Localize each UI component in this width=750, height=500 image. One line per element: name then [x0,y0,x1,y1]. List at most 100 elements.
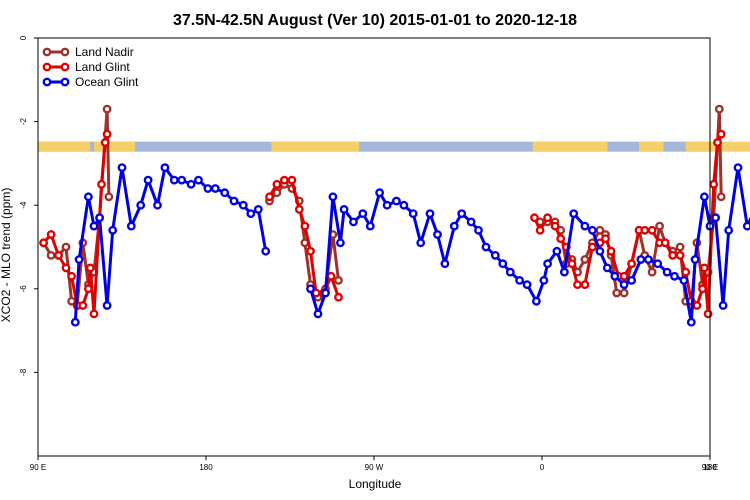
point-ocean-glint-34 [375,188,384,198]
point-land-glint-24 [530,213,539,223]
point-ocean-glint-29 [335,238,345,248]
point-land-glint-42 [647,225,657,235]
land-ocean-mask [38,141,750,152]
point-land-glint-27 [550,221,560,231]
point-ocean-glint-79 [733,163,743,173]
x-tick-label-1: 180 [199,463,213,472]
point-land-glint-12 [102,129,112,139]
point-ocean-glint-53 [532,296,541,306]
point-ocean-glint-21 [238,200,248,210]
point-land-glint-47 [681,267,691,277]
point-ocean-glint-26 [313,309,323,319]
legend-marker-left-ocean-glint [42,77,52,87]
point-ocean-glint-5 [102,301,112,310]
point-land-glint-10 [97,179,106,189]
point-land-glint-0 [39,238,48,248]
point-ocean-glint-13 [169,175,179,185]
point-ocean-glint-49 [498,259,508,269]
land-band-1 [94,141,136,152]
point-land-nadir-51 [714,104,724,114]
point-ocean-glint-2 [84,192,93,202]
point-ocean-glint-30 [339,204,349,214]
series-land-glint [39,129,726,319]
point-land-glint-28 [556,234,566,244]
point-ocean-glint-25 [306,284,315,294]
point-land-glint-31 [573,280,582,289]
point-ocean-glint-35 [382,200,392,210]
point-ocean-glint-48 [490,250,500,260]
point-land-glint-38 [619,271,629,281]
point-ocean-glint-10 [143,175,153,185]
point-ocean-glint-57 [560,267,569,277]
point-ocean-glint-59 [580,221,590,231]
point-ocean-glint-24 [261,246,271,256]
point-ocean-glint-20 [229,196,239,206]
legend-item-land-nadir: Land Nadir [42,45,134,59]
point-land-nadir-3 [61,242,71,252]
x-tick-label-5: 180 [703,463,717,472]
point-ocean-glint-27 [321,288,330,298]
legend-label-ocean-glint: Ocean Glint [75,75,139,89]
point-land-glint-13 [265,192,274,202]
point-ocean-glint-80 [742,221,750,231]
point-land-glint-1 [46,230,56,239]
point-land-nadir-11 [104,192,114,202]
point-ocean-glint-73 [690,255,700,264]
point-land-glint-41 [640,225,650,235]
point-ocean-glint-43 [449,221,459,231]
point-ocean-glint-52 [522,280,532,289]
point-ocean-glint-77 [718,301,728,310]
point-land-glint-44 [660,238,670,248]
land-band-3 [532,141,608,152]
point-ocean-glint-60 [588,225,597,235]
y-axis: 0 -2 -4 -6 -8 [19,35,38,376]
point-land-glint-46 [675,250,685,260]
point-ocean-glint-9 [136,200,146,210]
point-land-glint-30 [567,259,577,269]
x-tick-label-3: 0 [540,463,545,472]
point-ocean-glint-63 [610,271,620,281]
y-tick-label-0: 0 [19,35,28,40]
point-land-nadir-13 [272,188,282,198]
point-land-glint-26 [543,213,552,223]
y-tick-label-1: -2 [19,117,28,125]
point-ocean-glint-4 [95,213,105,223]
series-ocean-glint [70,163,750,327]
point-land-glint-51 [700,263,709,273]
series-line-land-glint [42,133,723,316]
point-land-nadir-40 [647,267,657,277]
point-ocean-glint-1 [74,255,84,264]
legend-marker-right-land-glint [60,62,70,72]
point-land-nadir-36 [619,288,629,298]
point-land-glint-17 [294,204,304,214]
point-ocean-glint-14 [177,175,187,185]
point-ocean-glint-55 [543,259,552,269]
point-land-glint-39 [627,259,636,269]
point-ocean-glint-41 [433,230,442,239]
point-land-glint-25 [535,225,545,235]
point-ocean-glint-17 [203,184,213,193]
point-ocean-glint-0 [70,317,80,327]
point-land-glint-36 [606,246,616,256]
point-land-glint-3 [61,263,71,273]
point-ocean-glint-76 [711,213,720,223]
y-tick-label-3: -6 [19,285,28,293]
point-land-nadir-35 [612,288,622,298]
point-ocean-glint-74 [700,192,709,202]
chart-title: 37.5N-42.5N August (Ver 10) 2015-01-01 t… [173,12,577,29]
legend-marker-left-land-nadir [42,47,52,57]
point-land-glint-15 [279,175,289,185]
point-ocean-glint-23 [253,204,263,214]
point-land-glint-4 [67,271,77,281]
point-land-glint-8 [85,263,95,273]
point-ocean-glint-50 [505,267,515,277]
point-ocean-glint-6 [108,225,118,235]
legend-marker-right-land-nadir [60,47,70,57]
point-land-glint-19 [306,246,315,256]
series-line-ocean-glint [73,166,750,324]
point-ocean-glint-64 [619,280,629,289]
point-ocean-glint-78 [724,225,734,235]
point-land-nadir-22 [334,275,343,285]
point-ocean-glint-8 [126,221,136,231]
